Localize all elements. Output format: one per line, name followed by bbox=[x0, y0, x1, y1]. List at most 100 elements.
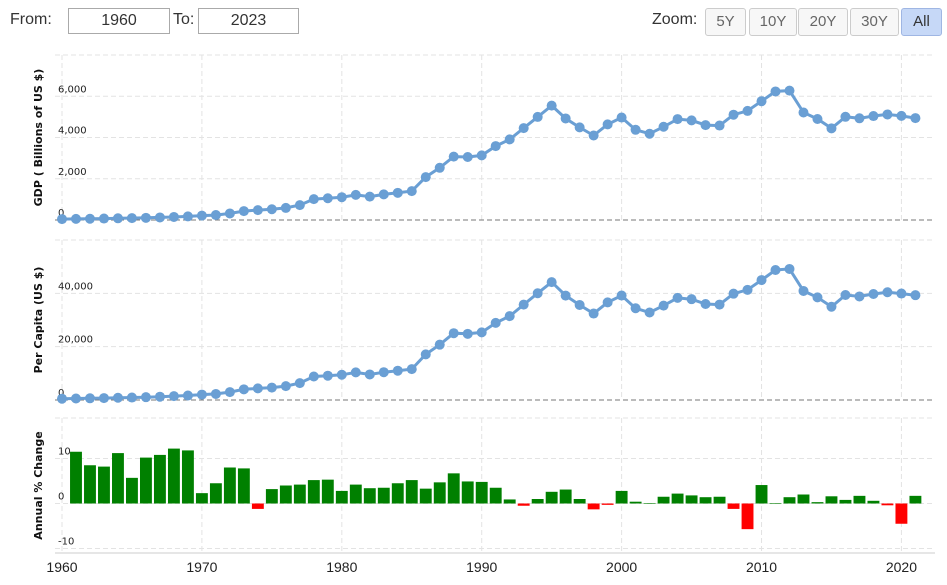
from-input[interactable]: 1960 bbox=[68, 8, 170, 34]
point bbox=[280, 381, 291, 392]
bar bbox=[685, 495, 698, 504]
bar bbox=[587, 503, 600, 510]
point bbox=[532, 288, 543, 299]
bar bbox=[321, 479, 334, 504]
bar bbox=[293, 484, 306, 504]
bar bbox=[629, 501, 642, 504]
point bbox=[182, 390, 193, 401]
point bbox=[210, 388, 221, 399]
point bbox=[910, 290, 921, 301]
point bbox=[658, 300, 669, 311]
y-axis-label: Per Capita (US $) bbox=[32, 267, 45, 374]
point bbox=[532, 111, 543, 122]
bar bbox=[643, 503, 656, 504]
zoom-button[interactable]: 20Y bbox=[798, 8, 848, 36]
bar bbox=[699, 497, 712, 504]
point bbox=[714, 299, 725, 310]
point bbox=[70, 393, 81, 404]
bar bbox=[84, 465, 96, 504]
point bbox=[392, 365, 403, 376]
point bbox=[336, 369, 347, 380]
bar bbox=[881, 503, 894, 506]
point bbox=[112, 392, 123, 403]
point bbox=[294, 378, 305, 389]
point bbox=[98, 393, 109, 404]
bar bbox=[531, 499, 544, 504]
x-tick-label: 2020 bbox=[886, 559, 917, 575]
point bbox=[406, 186, 417, 197]
point bbox=[560, 113, 571, 124]
point bbox=[602, 297, 613, 308]
point bbox=[56, 393, 67, 404]
point bbox=[476, 327, 487, 338]
zoom-button[interactable]: All bbox=[901, 8, 942, 36]
bar bbox=[349, 484, 362, 504]
point bbox=[840, 290, 851, 300]
point bbox=[490, 317, 501, 328]
point bbox=[742, 105, 753, 116]
point bbox=[602, 119, 613, 130]
point bbox=[672, 292, 683, 303]
point bbox=[462, 328, 473, 339]
point bbox=[518, 299, 529, 310]
y-tick-label: 0 bbox=[58, 492, 64, 503]
to-label: To: bbox=[173, 11, 195, 28]
bar bbox=[419, 488, 432, 504]
point bbox=[588, 308, 599, 319]
bar bbox=[391, 483, 404, 504]
point bbox=[280, 202, 291, 213]
point bbox=[126, 213, 137, 224]
point bbox=[308, 371, 319, 382]
point bbox=[910, 113, 921, 124]
point bbox=[294, 200, 305, 211]
point bbox=[770, 264, 781, 275]
point bbox=[574, 299, 585, 310]
bar bbox=[909, 495, 922, 504]
point bbox=[112, 213, 123, 224]
zoom-button[interactable]: 10Y bbox=[749, 8, 797, 36]
point bbox=[560, 290, 571, 301]
point bbox=[826, 123, 837, 134]
point bbox=[140, 212, 151, 223]
point bbox=[546, 100, 557, 111]
point bbox=[56, 214, 67, 225]
point bbox=[154, 212, 165, 223]
point bbox=[84, 393, 95, 404]
point bbox=[266, 204, 277, 215]
bar bbox=[867, 500, 880, 504]
point bbox=[434, 339, 445, 350]
bar bbox=[153, 454, 166, 504]
bar bbox=[755, 485, 768, 504]
x-tick-label: 2000 bbox=[606, 559, 637, 575]
y-axis-label: GDP ( Billions of US $) bbox=[32, 69, 45, 207]
zoom-button[interactable]: 30Y bbox=[850, 8, 899, 36]
point bbox=[322, 193, 333, 204]
point bbox=[154, 391, 165, 402]
to-input[interactable]: 2023 bbox=[198, 8, 299, 34]
point bbox=[812, 292, 823, 303]
point bbox=[756, 96, 767, 107]
zoom-button[interactable]: 5Y bbox=[705, 8, 746, 36]
point bbox=[406, 364, 417, 375]
bar bbox=[475, 481, 488, 504]
point bbox=[518, 123, 529, 134]
point bbox=[462, 152, 473, 163]
x-tick-label: 1990 bbox=[466, 559, 497, 575]
point bbox=[378, 367, 389, 378]
point bbox=[84, 213, 95, 224]
point bbox=[182, 211, 193, 222]
bar bbox=[265, 489, 278, 504]
bar bbox=[713, 496, 726, 504]
y-tick-label: 0 bbox=[58, 388, 64, 399]
point bbox=[392, 187, 403, 198]
point bbox=[238, 206, 249, 217]
line bbox=[61, 89, 916, 221]
point bbox=[658, 121, 669, 132]
bar bbox=[181, 450, 194, 504]
point bbox=[168, 391, 179, 402]
bar bbox=[98, 466, 110, 504]
point bbox=[686, 115, 697, 126]
point bbox=[224, 208, 235, 219]
bar bbox=[573, 499, 586, 504]
